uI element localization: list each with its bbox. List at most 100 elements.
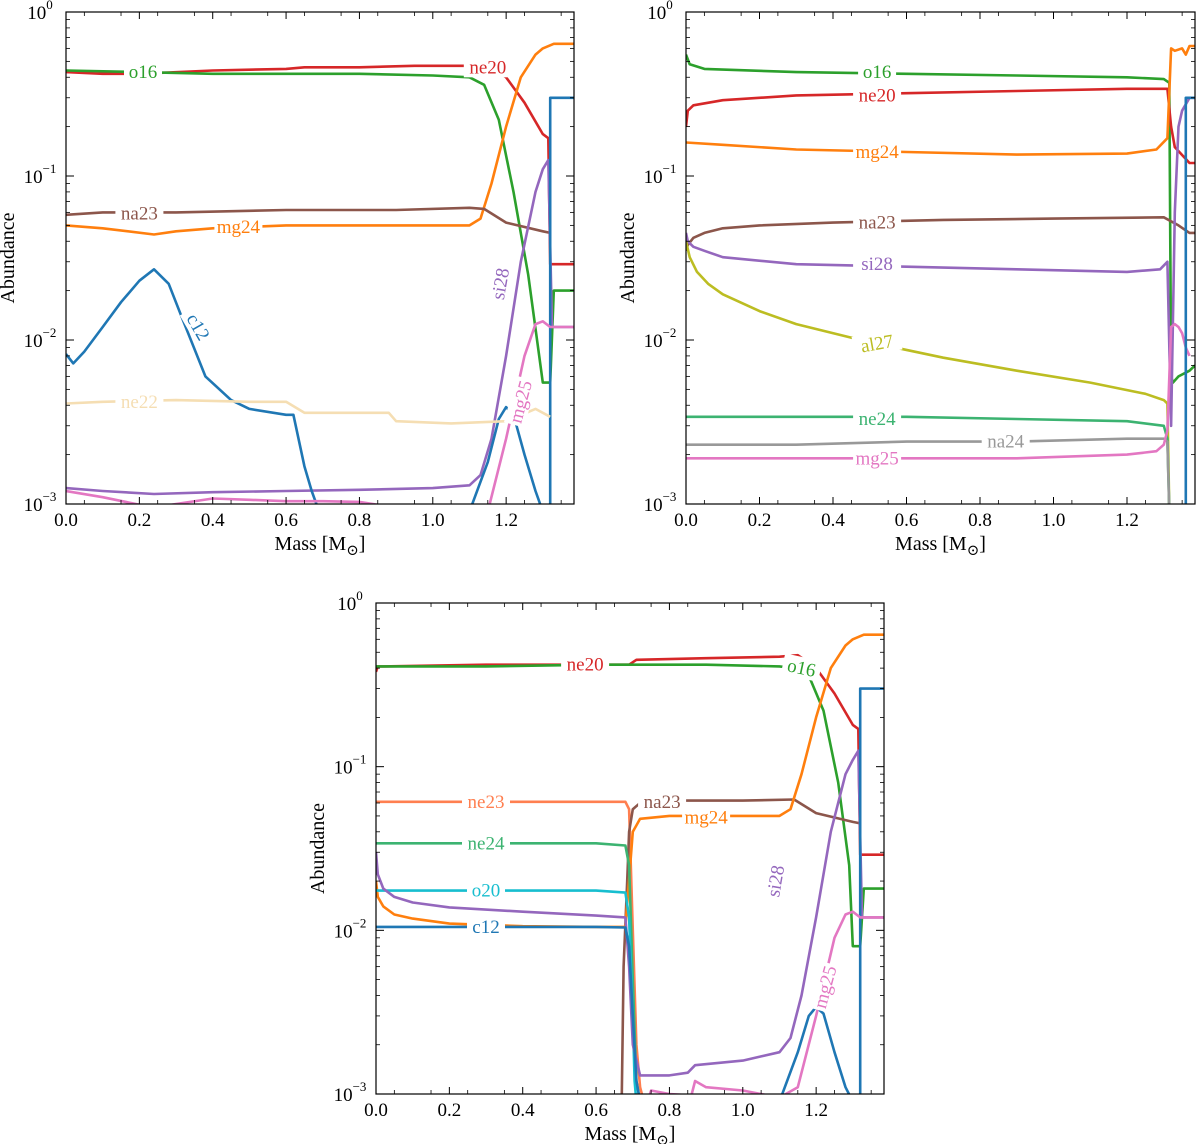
series-label-mg24: mg24 [682, 806, 731, 828]
series-label-text-si28: si28 [763, 864, 789, 899]
series-line-o20 [376, 889, 638, 1094]
series-line-ne24 [686, 415, 1171, 504]
series-label-o16: o16 [780, 653, 823, 682]
series-line-mg25 [648, 910, 884, 1094]
series-label-text-ne20: ne20 [469, 57, 506, 78]
x-tick-label: 0.4 [821, 510, 845, 531]
series-line-mg24 [686, 44, 1195, 156]
series-line-al27 [686, 241, 1171, 504]
series-label-text-ne22: ne22 [121, 392, 158, 413]
series-label-mg25: mg25 [808, 961, 842, 1013]
y-tick-label: 10−1 [334, 752, 367, 779]
x-axis-title: Mass [M⊙] [275, 533, 366, 559]
plot-area [686, 44, 1195, 504]
series-label-text-ne20: ne20 [859, 85, 896, 106]
series-line-c12c [858, 687, 884, 1094]
series-line-na24 [686, 437, 1171, 504]
series-label-na23: na23 [853, 211, 902, 234]
series-label-text-ne24: ne24 [859, 409, 896, 430]
series-label-text-o16: o16 [785, 655, 817, 681]
series-label-text-mg25: mg25 [810, 964, 841, 1011]
series-label-ne22: ne22 [115, 390, 164, 413]
series-label-ne20: ne20 [853, 84, 902, 106]
x-tick-label: 0.2 [748, 510, 772, 531]
axes-frame [375, 602, 885, 1095]
series-label-text-na23: na23 [644, 792, 681, 813]
series-label-text-mg24: mg24 [684, 807, 728, 828]
y-tick-label: 100 [647, 0, 673, 24]
series-label-ne20: ne20 [463, 56, 512, 78]
series-line-o16 [66, 69, 574, 384]
axes-frame [685, 11, 1196, 505]
series-label-text-ne24: ne24 [468, 833, 505, 854]
x-tick-label: 0.8 [968, 510, 992, 531]
y-tick-label: 100 [27, 0, 53, 24]
y-tick-label: 10−3 [334, 1079, 367, 1106]
series-label-mg24: mg24 [853, 141, 902, 163]
series-label-mg24: mg24 [214, 215, 263, 238]
series-line-mg24 [66, 42, 574, 236]
series-line-c12 [66, 267, 318, 504]
series-line-si28 [686, 96, 1195, 428]
y-tick-label: 100 [337, 588, 363, 615]
x-axis-title: Mass [M⊙] [585, 1123, 676, 1144]
y-tick-label: 10−2 [334, 915, 367, 942]
series-label-text-ne23: ne23 [468, 792, 505, 813]
x-tick-label: 0.0 [54, 510, 78, 531]
series-label-o16: o16 [124, 61, 162, 83]
series-label-ne24: ne24 [462, 832, 510, 854]
series-label-si28: si28 [853, 253, 902, 275]
series-label-ne24: ne24 [853, 408, 902, 430]
series-label-na24: na24 [981, 430, 1030, 453]
series-label-text-o16: o16 [129, 62, 158, 83]
series-line-si28 [376, 749, 884, 1077]
series-line-mg25 [686, 322, 1191, 460]
x-tick-label: 0.8 [348, 510, 372, 531]
axes-frame [65, 11, 575, 505]
series-label-text-al27: al27 [859, 331, 895, 357]
series-label-text-na23: na23 [859, 213, 896, 234]
y-tick-label: 10−3 [644, 489, 677, 516]
plot-area [376, 633, 884, 1094]
y-axis-title: Abundance [617, 212, 639, 303]
x-tick-label: 1.0 [421, 510, 445, 531]
x-tick-label: 0.4 [511, 1100, 535, 1121]
x-tick-label: 0.6 [895, 510, 919, 531]
y-tick-label: 10−3 [24, 489, 57, 516]
x-tick-label: 0.6 [274, 510, 298, 531]
series-label-al27: al27 [851, 328, 903, 358]
series-line-na23 [686, 216, 1195, 252]
y-tick-label: 10−1 [24, 161, 57, 188]
series-line-ne24 [376, 841, 641, 1094]
series-label-text-o20: o20 [472, 881, 501, 902]
x-tick-label: 1.0 [1042, 510, 1066, 531]
series-label-text-mg24: mg24 [855, 142, 899, 163]
series-line-mg24 [376, 633, 884, 929]
x-axis-title: Mass [M⊙] [895, 533, 986, 559]
series-label-text-si28: si28 [861, 254, 893, 275]
series-label-si28: si28 [485, 258, 515, 310]
x-tick-label: 1.2 [1115, 510, 1139, 531]
series-label-ne23: ne23 [462, 790, 510, 813]
series-label-text-ne20: ne20 [567, 655, 604, 676]
x-tick-label: 1.2 [494, 510, 518, 531]
series-label-text-na24: na24 [987, 432, 1024, 453]
x-tick-label: 0.2 [437, 1100, 461, 1121]
y-tick-label: 10−2 [24, 325, 57, 352]
series-line-o16 [686, 54, 1195, 384]
series-line-ne20 [686, 87, 1195, 165]
series-line-na23 [620, 798, 861, 1094]
series-label-text-na23: na23 [121, 204, 158, 225]
series-line-c12 [376, 925, 641, 1094]
series-label-o16: o16 [858, 61, 897, 83]
x-tick-label: 0.6 [584, 1100, 608, 1121]
series-label-mg25: mg25 [503, 375, 537, 428]
series-label-mg25: mg25 [853, 447, 902, 469]
series-label-text-o16: o16 [863, 62, 892, 83]
